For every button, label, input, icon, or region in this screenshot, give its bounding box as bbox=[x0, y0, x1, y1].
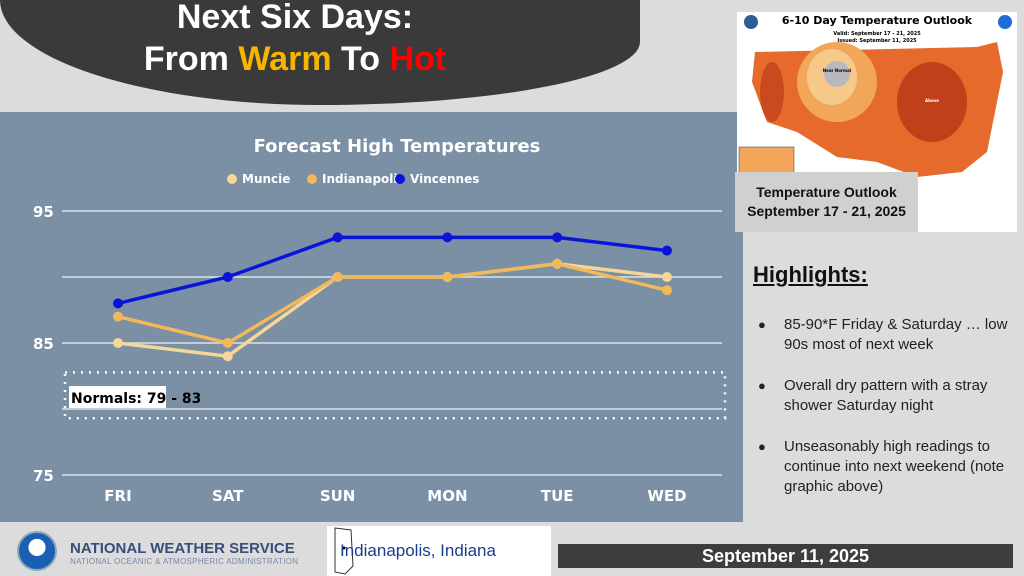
above-label: Above bbox=[925, 98, 939, 103]
t-hot: Hot bbox=[389, 40, 447, 78]
y-tick-label: 85 bbox=[33, 335, 54, 353]
y-tick-label: 95 bbox=[33, 203, 54, 221]
chart-panel: Forecast High Temperatures Muncie Indianap… bbox=[0, 112, 743, 522]
data-point bbox=[222, 351, 233, 362]
highlight-item: 85-90*F Friday & Saturday … low 90s most… bbox=[758, 315, 1013, 355]
agency-name: NATIONAL WEATHER SERVICE bbox=[70, 540, 295, 557]
data-point bbox=[113, 311, 123, 322]
x-tick-label: TUE bbox=[541, 487, 574, 505]
noaa-logo-icon bbox=[998, 15, 1012, 29]
highlight-item: Overall dry pattern with a stray shower … bbox=[758, 376, 1013, 416]
t-mid: To bbox=[331, 40, 390, 78]
office-name: Indianapolis, Indiana bbox=[340, 541, 496, 560]
map-valid: Valid: September 17 - 21, 2025 bbox=[833, 31, 921, 37]
data-point bbox=[442, 232, 453, 243]
date-banner: September 11, 2025 bbox=[558, 544, 1013, 568]
legend-marker bbox=[395, 174, 405, 184]
x-tick-label: WED bbox=[647, 487, 686, 505]
indiana-map-icon bbox=[334, 527, 354, 575]
outlook-caption: Temperature Outlook September 17 - 21, 2… bbox=[735, 172, 918, 232]
office-badge: Indianapolis, Indiana bbox=[327, 526, 551, 576]
data-point bbox=[113, 298, 123, 309]
t-warm: Warm bbox=[238, 40, 332, 78]
data-point bbox=[662, 272, 672, 282]
x-tick-label: SUN bbox=[320, 487, 356, 505]
x-tick-label: SAT bbox=[212, 487, 244, 505]
caption-line1: Temperature Outlook bbox=[756, 184, 897, 200]
title-line1: Next Six Days: bbox=[176, 0, 414, 36]
data-point bbox=[552, 258, 563, 269]
series-line-vincennes bbox=[117, 235, 668, 306]
forecast-chart: Forecast High Temperatures Muncie Indianap… bbox=[33, 136, 727, 505]
x-tick-label: FRI bbox=[104, 487, 131, 505]
legend-label: Vincennes bbox=[410, 172, 479, 186]
data-point bbox=[442, 272, 453, 282]
data-point bbox=[222, 272, 233, 282]
data-point bbox=[552, 232, 563, 243]
highlights-title: Highlights: bbox=[753, 262, 868, 287]
normals-label-bg bbox=[69, 386, 166, 408]
data-point bbox=[332, 272, 343, 282]
agency-subtitle: NATIONAL OCEANIC & ATMOSPHERIC ADMINISTR… bbox=[70, 557, 299, 566]
data-point bbox=[662, 245, 672, 256]
t-pre: From bbox=[143, 40, 239, 78]
data-point bbox=[222, 338, 233, 348]
data-point bbox=[332, 232, 343, 243]
legend-label: Indianapolis bbox=[322, 172, 405, 186]
noaa-logo-icon bbox=[17, 531, 57, 571]
noaa-seal-icon bbox=[744, 15, 758, 29]
legend-marker bbox=[307, 174, 317, 184]
y-tick-label: 75 bbox=[33, 467, 54, 485]
map-issued: Issued: September 11, 2025 bbox=[837, 38, 917, 44]
chart-title: Forecast High Temperatures bbox=[254, 136, 541, 157]
data-point bbox=[662, 285, 672, 296]
caption-line2: September 17 - 21, 2025 bbox=[747, 203, 906, 219]
legend-label: Muncie bbox=[242, 172, 290, 186]
data-point bbox=[113, 338, 123, 348]
legend-marker bbox=[227, 174, 237, 184]
near-normal-label: Near Normal bbox=[823, 68, 852, 73]
title-line2: From Warm To Hot bbox=[60, 38, 530, 80]
highlight-item: Unseasonably high readings to continue i… bbox=[758, 437, 1013, 497]
x-tick-label: MON bbox=[427, 487, 467, 505]
page-title: Next Six Days: From Warm To Hot bbox=[60, 0, 530, 80]
normals-label: Normals: 79 - 83 bbox=[71, 391, 201, 407]
map-title: 6-10 Day Temperature Outlook bbox=[782, 14, 973, 27]
highlights-list: 85-90*F Friday & Saturday … low 90s most… bbox=[758, 315, 1013, 518]
series-line-indianapolis bbox=[117, 262, 668, 345]
normals-box bbox=[63, 371, 727, 420]
